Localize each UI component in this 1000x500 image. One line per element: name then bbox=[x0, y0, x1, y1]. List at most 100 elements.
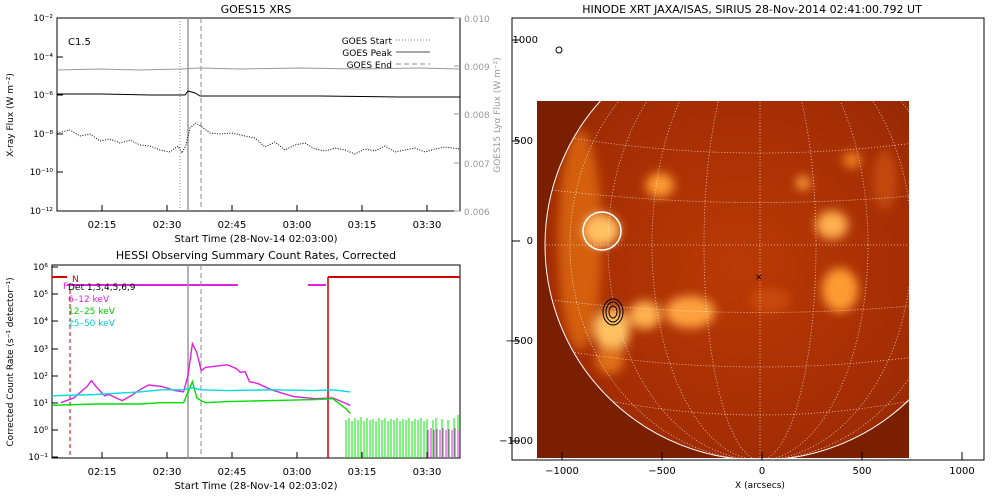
xrt-y-tick-label: −500 bbox=[506, 336, 533, 347]
xrt-solar-disk bbox=[545, 101, 909, 458]
hessi-y-tick-label: 10⁶ bbox=[33, 263, 48, 273]
hessi-legend: Det 1,3,4,5,6,9 6–12 keV 12–25 keV 25–50… bbox=[68, 283, 136, 329]
hessi-series-line bbox=[60, 341, 351, 406]
goes-x-tick-label: 02:45 bbox=[218, 220, 247, 231]
hessi-ylabel: Corrected Count Rate (s⁻¹ detector⁻¹) bbox=[6, 277, 16, 446]
goes-right-tick-label: 0.010 bbox=[464, 15, 490, 25]
goes-ylabel-left: X-ray Flux (W m⁻²) bbox=[6, 73, 16, 157]
goes-left-axis: 10⁻² 10⁻⁴ 10⁻⁶ 10⁻⁸ 10⁻¹⁰ 10⁻¹² bbox=[30, 14, 63, 217]
xrt-bright-region bbox=[629, 301, 661, 329]
goes-lya-flux-line bbox=[56, 67, 461, 71]
hessi-flag-n: N bbox=[72, 275, 79, 285]
hessi-y-tick-label: 10⁻¹ bbox=[28, 453, 48, 463]
goes-class-label: C1.5 bbox=[68, 37, 91, 48]
goes-short-channel-line bbox=[56, 122, 461, 155]
xrt-bright-region bbox=[594, 308, 630, 352]
goes-x-tick-label: 03:00 bbox=[283, 220, 312, 231]
xrt-bright-region bbox=[816, 211, 848, 239]
hessi-y-tick-label: 10⁴ bbox=[33, 317, 48, 327]
hessi-magenta-dropout-bars bbox=[427, 428, 459, 458]
xrt-bright-region bbox=[646, 173, 674, 197]
goes-right-tick-label: 0.009 bbox=[464, 63, 490, 73]
xrt-image: × bbox=[537, 101, 909, 458]
xrt-heliographic-grid bbox=[545, 101, 909, 458]
xrt-bright-region bbox=[843, 152, 861, 168]
goes-x-axis: 02:15 02:30 02:45 03:00 03:15 03:30 bbox=[88, 205, 442, 231]
goes-left-tick-label: 10⁻¹² bbox=[30, 207, 54, 217]
hessi-legend-detectors: Det 1,3,4,5,6,9 bbox=[68, 283, 136, 293]
goes-legend-peak: GOES Peak bbox=[342, 49, 392, 59]
xrt-bright-region bbox=[873, 150, 897, 210]
hessi-plot-frame bbox=[51, 264, 461, 459]
hessi-x-tick-label: 02:30 bbox=[153, 467, 182, 478]
goes-long-channel-line bbox=[57, 90, 460, 98]
goes-panel: GOES15 XRS C1.5 GOES Start GOES Peak GOE… bbox=[6, 3, 503, 245]
xrt-title: HINODE XRT JAXA/ISAS, SIRIUS 28-Nov-2014… bbox=[582, 3, 922, 16]
xrt-small-circle-marker bbox=[555, 46, 563, 54]
xrt-bright-region bbox=[750, 288, 790, 312]
hessi-xlabel: Start Time (28-Nov-14 02:03:02) bbox=[174, 481, 337, 492]
hessi-y-tick-label: 10³ bbox=[33, 345, 48, 355]
hessi-legend-6-12: 6–12 keV bbox=[68, 295, 110, 305]
goes-legend: GOES Start GOES Peak GOES End bbox=[342, 37, 430, 71]
goes-xlabel: Start Time (28-Nov-14 02:03:00) bbox=[174, 234, 337, 245]
hessi-series-line bbox=[51, 387, 351, 397]
hessi-y-tick-label: 10⁵ bbox=[33, 290, 48, 300]
xrt-bright-region bbox=[596, 346, 624, 374]
hessi-y-tick-label: 10¹ bbox=[33, 399, 48, 409]
hessi-flag-f: F bbox=[63, 282, 68, 292]
xrt-y-axis: 1000 500 0 −500 −1000 bbox=[499, 35, 538, 447]
xrt-bright-regions bbox=[558, 130, 897, 374]
xrt-x-tick-label: 1000 bbox=[949, 466, 974, 477]
hessi-legend-25-50: 25–50 keV bbox=[68, 319, 116, 329]
xrt-x-tick-label: −1000 bbox=[545, 466, 579, 477]
goes-x-tick-label: 03:30 bbox=[413, 220, 442, 231]
hessi-green-dropout-bars bbox=[345, 415, 459, 458]
goes-right-tick-label: 0.008 bbox=[464, 111, 490, 121]
xrt-contour bbox=[602, 298, 624, 326]
hessi-x-tick-label: 03:30 bbox=[413, 467, 442, 478]
goes-legend-end: GOES End bbox=[347, 61, 392, 71]
goes-right-tick-label: 0.007 bbox=[464, 160, 490, 170]
goes-right-axis: 0.010 0.009 0.008 0.007 0.006 bbox=[454, 15, 490, 218]
xrt-x-tick-label: 0 bbox=[759, 466, 765, 477]
hessi-y-axis: 10⁶ 10⁵ 10⁴ 10³ 10² 10¹ 10⁰ 10⁻¹ bbox=[28, 263, 58, 463]
xrt-y-tick-label: 1000 bbox=[513, 35, 538, 46]
hessi-y-tick-label: 10⁰ bbox=[33, 426, 48, 436]
goes-legend-start: GOES Start bbox=[342, 37, 393, 47]
hessi-x-axis: 02:15 02:30 02:45 03:00 03:15 03:30 bbox=[88, 452, 442, 478]
xrt-x-axis: −1000 −500 0 500 1000 bbox=[545, 452, 975, 477]
xrt-x-tick-label: −500 bbox=[648, 466, 675, 477]
goes-x-tick-label: 02:30 bbox=[153, 220, 182, 231]
goes-left-tick-label: 10⁻¹⁰ bbox=[30, 168, 54, 178]
xrt-x-tick-label: 500 bbox=[852, 466, 871, 477]
xrt-bright-region bbox=[796, 176, 810, 190]
goes-x-tick-label: 02:15 bbox=[88, 220, 117, 231]
hessi-x-tick-label: 02:15 bbox=[88, 467, 117, 478]
goes-x-tick-label: 03:15 bbox=[348, 220, 377, 231]
xrt-flare-circle bbox=[582, 211, 622, 251]
hessi-legend-12-25: 12–25 keV bbox=[68, 307, 116, 317]
goes-right-tick-label: 0.006 bbox=[464, 208, 490, 218]
hessi-green-dropout bbox=[345, 415, 459, 458]
hessi-x-tick-label: 03:00 bbox=[283, 467, 312, 478]
xrt-limb-circle bbox=[544, 101, 909, 458]
hessi-x-tick-label: 02:45 bbox=[218, 467, 247, 478]
xrt-plot-frame bbox=[511, 17, 985, 461]
xrt-contour bbox=[605, 301, 621, 323]
xrt-y-tick-label: 500 bbox=[514, 136, 533, 147]
hessi-series-group bbox=[51, 341, 351, 414]
hessi-x-tick-label: 03:15 bbox=[348, 467, 377, 478]
goes-plot-frame bbox=[56, 17, 461, 212]
goes-left-tick-label: 10⁻⁸ bbox=[33, 130, 53, 140]
xrt-bright-region bbox=[822, 268, 858, 312]
hessi-panel: HESSI Observing Summary Count Rates, Cor… bbox=[6, 249, 461, 492]
xrt-y-tick-label: −1000 bbox=[499, 436, 533, 447]
hessi-magenta-dropout bbox=[427, 428, 459, 458]
xrt-small-marker: × bbox=[755, 273, 763, 283]
goes-left-tick-label: 10⁻⁶ bbox=[33, 91, 53, 101]
xrt-limb-glow bbox=[558, 130, 602, 350]
xrt-panel: HINODE XRT JAXA/ISAS, SIRIUS 28-Nov-2014… bbox=[499, 3, 985, 491]
hessi-series-line bbox=[51, 379, 351, 414]
goes-ylabel-right: GOES15 Lyα Flux (W m⁻²) bbox=[493, 57, 503, 173]
